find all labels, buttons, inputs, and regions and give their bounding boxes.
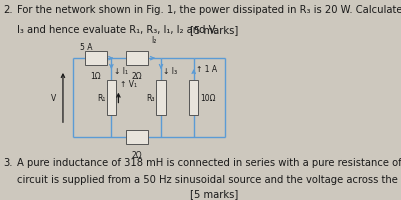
Text: A pure inductance of 318 mH is connected in series with a pure resistance of 75 : A pure inductance of 318 mH is connected… (17, 157, 401, 167)
Text: I₃ and hence evaluate R₁, R₃, I₁, I₂ and V.: I₃ and hence evaluate R₁, R₃, I₁, I₂ and… (17, 25, 217, 34)
Text: R₃: R₃ (146, 94, 155, 103)
Text: 2Ω: 2Ω (132, 72, 142, 81)
Bar (126, 52, 148, 66)
Text: I₂: I₂ (152, 36, 157, 45)
Text: 5 A: 5 A (80, 43, 92, 52)
Text: circuit is supplied from a 50 Hz sinusoidal source and the voltage across the 75: circuit is supplied from a 50 Hz sinusoi… (17, 174, 401, 184)
Text: For the network shown in Fig. 1, the power dissipated in R₃ is 20 W. Calculate t: For the network shown in Fig. 1, the pow… (17, 5, 401, 15)
Text: 3.: 3. (4, 157, 13, 167)
Text: 2.: 2. (4, 5, 13, 15)
Text: [5 marks]: [5 marks] (190, 188, 239, 198)
Text: ↓ I₁: ↓ I₁ (114, 67, 128, 76)
Bar (156, 80, 166, 116)
Bar (85, 52, 107, 66)
Text: 10Ω: 10Ω (200, 94, 215, 103)
Bar (189, 80, 198, 116)
Text: 1Ω: 1Ω (90, 72, 101, 81)
Text: [5 marks]: [5 marks] (190, 25, 239, 34)
Text: ↑ 1 A: ↑ 1 A (196, 65, 217, 74)
Text: 2Ω: 2Ω (132, 150, 142, 159)
Text: ↓ I₃: ↓ I₃ (164, 67, 178, 76)
Bar (107, 80, 116, 116)
Bar (126, 130, 148, 144)
Text: V: V (51, 94, 56, 103)
Text: ↑ V₁: ↑ V₁ (119, 79, 137, 88)
Text: R₁: R₁ (97, 94, 105, 103)
